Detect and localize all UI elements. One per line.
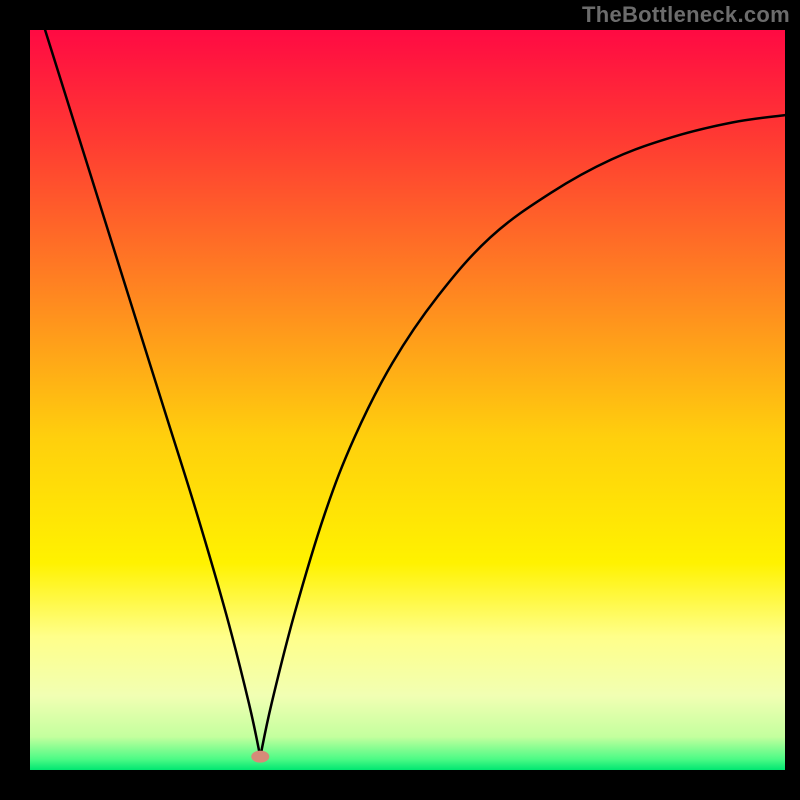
watermark-text: TheBottleneck.com (582, 2, 790, 28)
gradient-background (30, 30, 785, 770)
plot-area (30, 30, 785, 770)
chart-svg (30, 30, 785, 770)
optimum-marker (251, 751, 269, 763)
outer-frame: TheBottleneck.com (0, 0, 800, 800)
